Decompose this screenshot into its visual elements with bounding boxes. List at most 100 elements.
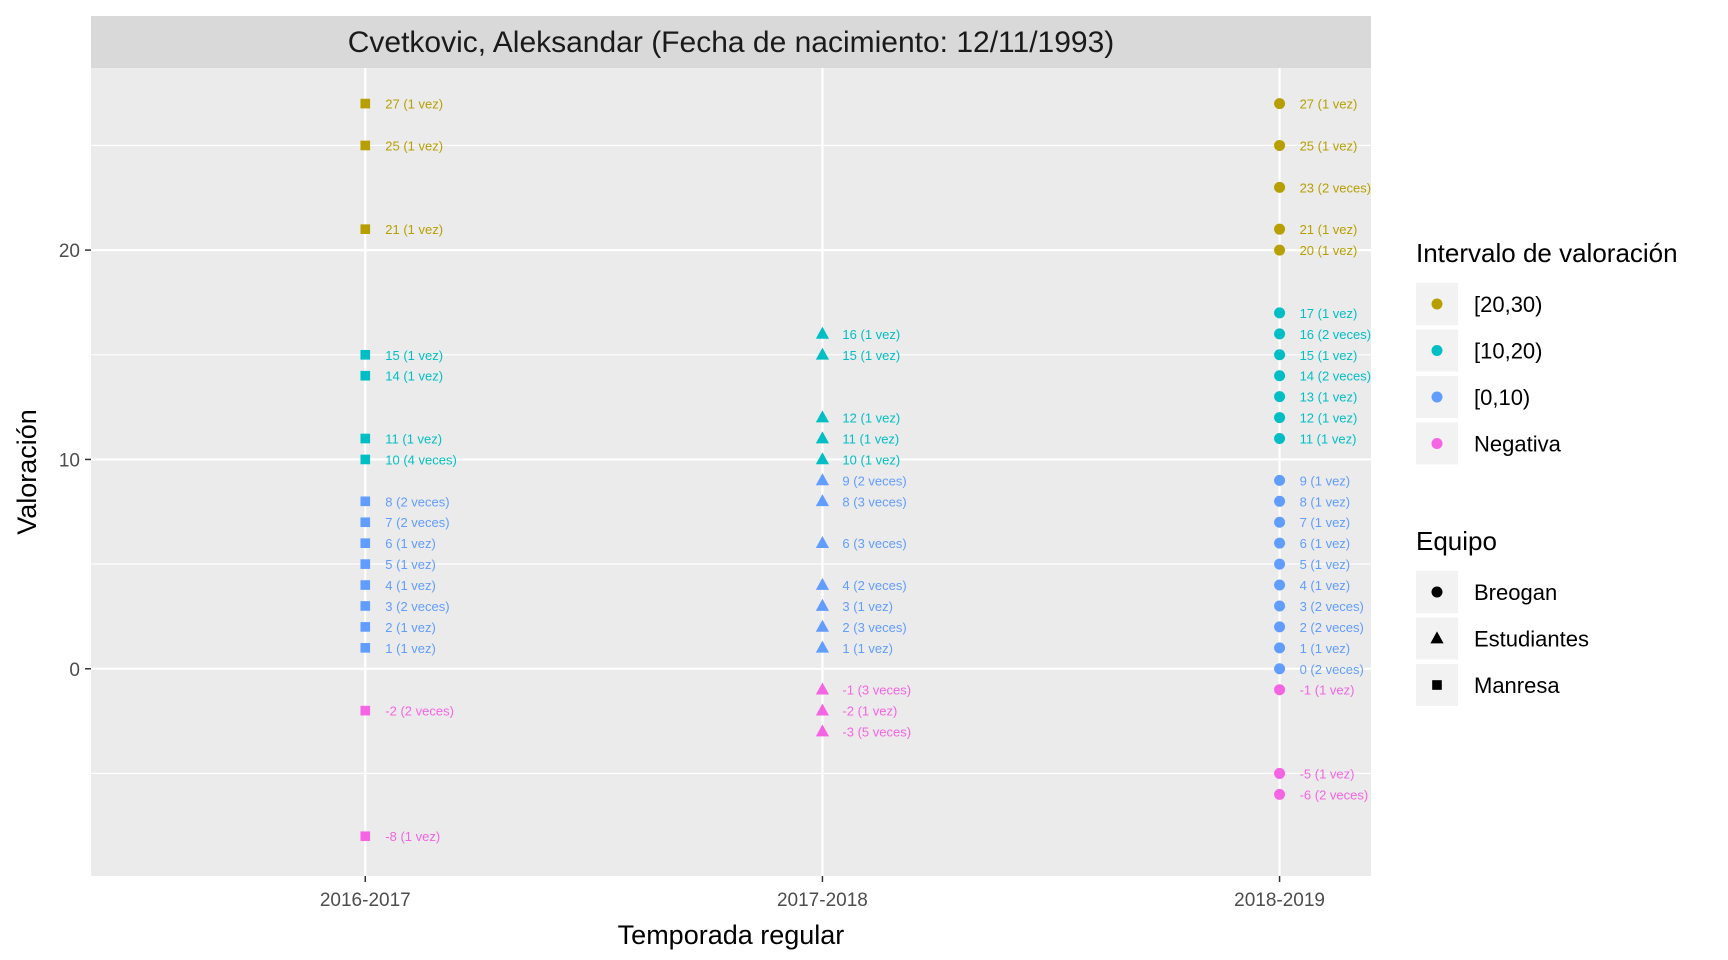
data-point [360, 496, 371, 507]
legend-shape: Equipo Breogan Estudiantes Manresa [1416, 526, 1589, 706]
data-label: -2 (2 veces) [385, 704, 454, 719]
data-label: 1 (1 vez) [842, 641, 893, 656]
data-point [360, 705, 371, 716]
data-label: 8 (3 veces) [842, 494, 906, 509]
x-tick-label: 2017-2018 [777, 890, 868, 911]
data-label: 21 (1 vez) [1300, 222, 1358, 237]
data-points [360, 98, 1286, 842]
data-point [815, 452, 830, 465]
data-point [360, 622, 371, 632]
data-point [1274, 495, 1286, 507]
data-point [1274, 98, 1286, 110]
data-label: 6 (1 vez) [1300, 536, 1351, 551]
data-point [1274, 558, 1286, 570]
x-axis-title: Temporada regular [618, 920, 845, 950]
data-point [1274, 244, 1286, 256]
data-point [1274, 370, 1286, 382]
data-point [815, 473, 830, 486]
data-label: 7 (1 vez) [1300, 515, 1351, 530]
data-label: 27 (1 vez) [1300, 97, 1358, 112]
data-label: 21 (1 vez) [385, 222, 443, 237]
grid-major [91, 68, 1371, 876]
legend-color-swatch [1431, 345, 1443, 356]
legend-shape-label: Manresa [1474, 673, 1560, 698]
data-label: 25 (1 vez) [385, 138, 443, 153]
data-label: -3 (5 veces) [842, 725, 911, 740]
data-label: 6 (1 vez) [385, 536, 436, 551]
data-point [360, 580, 371, 590]
data-label: 11 (1 vez) [385, 432, 442, 447]
data-label: -1 (1 vez) [1300, 683, 1355, 698]
data-label: 5 (1 vez) [1300, 557, 1351, 572]
data-point [1274, 181, 1286, 193]
data-label: 14 (2 veces) [1300, 369, 1372, 384]
data-point [1274, 223, 1286, 235]
data-point [815, 536, 830, 549]
legend-shape-swatch [1430, 631, 1444, 644]
legend-color-swatch [1431, 298, 1443, 310]
data-point [815, 619, 830, 632]
data-point [1274, 684, 1286, 696]
data-label: 16 (2 veces) [1300, 327, 1372, 342]
data-label: -8 (1 vez) [385, 829, 440, 844]
data-point [360, 140, 371, 151]
data-point [360, 601, 371, 611]
legend-shape-swatch [1431, 586, 1443, 598]
data-label: 10 (4 veces) [385, 452, 457, 467]
data-point [360, 831, 371, 842]
data-label: 14 (1 vez) [385, 369, 443, 384]
legend-color-swatch [1431, 438, 1443, 449]
legend-color-title: Intervalo de valoración [1416, 238, 1678, 268]
data-label: 7 (2 veces) [385, 515, 449, 530]
data-label: 3 (1 vez) [842, 599, 893, 614]
facet-strip [91, 16, 1371, 68]
data-label: 1 (1 vez) [385, 641, 436, 656]
data-point [1274, 663, 1286, 675]
data-point [815, 431, 830, 444]
data-label: 9 (2 veces) [842, 473, 906, 488]
data-point [815, 347, 830, 360]
data-label: 13 (1 vez) [1300, 390, 1358, 405]
data-label: 3 (2 veces) [1300, 599, 1364, 614]
legend-color-label: [20,30) [1474, 292, 1543, 317]
data-point [1274, 349, 1286, 361]
data-label: -2 (1 vez) [842, 704, 897, 719]
grid-minor [91, 144, 1371, 774]
data-point [1274, 642, 1286, 654]
data-label: 4 (1 vez) [385, 578, 436, 593]
data-point [1274, 621, 1286, 633]
data-point [1274, 788, 1286, 800]
data-point [1274, 516, 1286, 528]
data-label: 6 (3 veces) [842, 536, 906, 551]
data-point [360, 370, 371, 381]
data-point [360, 538, 371, 548]
data-point [815, 494, 830, 507]
x-axis: 2016-2017 2017-2018 2018-2019 [320, 876, 1325, 911]
data-point [360, 517, 371, 528]
data-point [1274, 474, 1286, 486]
data-label: 2 (3 veces) [842, 620, 906, 635]
data-point [1274, 433, 1286, 445]
y-axis: 0 10 20 [59, 241, 91, 681]
data-point [1274, 139, 1286, 151]
chart-title: Cvetkovic, Aleksandar (Fecha de nacimien… [348, 26, 1115, 59]
data-label: 0 (2 veces) [1300, 662, 1364, 677]
data-label: 15 (1 vez) [842, 348, 900, 363]
legend-color: Intervalo de valoración [20,30) [10,20) [0… [1416, 238, 1678, 465]
data-point [1274, 328, 1286, 340]
data-point [1274, 600, 1286, 612]
data-point [1274, 307, 1286, 319]
data-labels: 27 (1 vez) 25 (1 vez) 21 (1 vez) 15 (1 vez)… [385, 97, 1371, 845]
data-label: 1 (1 vez) [1300, 641, 1351, 656]
data-label: 12 (1 vez) [1300, 411, 1358, 426]
data-point [1274, 579, 1286, 591]
data-point [815, 326, 830, 339]
data-label: 9 (1 vez) [1300, 473, 1351, 488]
legend-shape-label: Breogan [1474, 580, 1557, 605]
legend-shape-title: Equipo [1416, 526, 1497, 556]
data-point [815, 410, 830, 423]
data-point [360, 349, 371, 360]
data-label: 11 (1 vez) [842, 432, 899, 447]
data-point [815, 724, 830, 737]
data-point [815, 577, 830, 590]
